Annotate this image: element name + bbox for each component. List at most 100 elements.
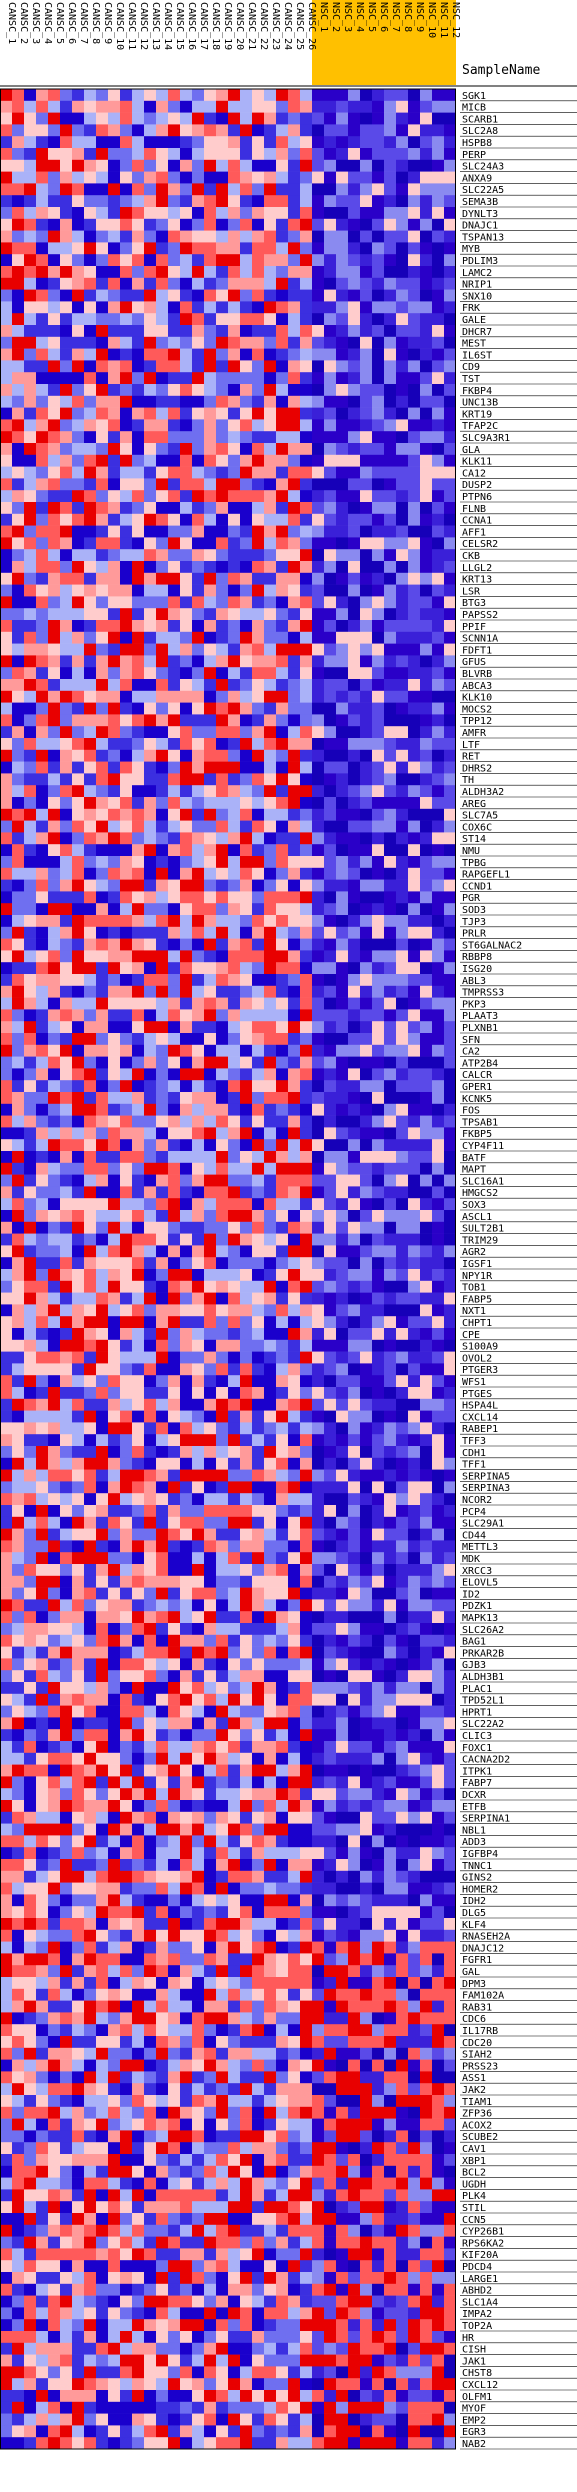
heatmap-cell [192,750,204,762]
heatmap-cell [324,372,336,384]
heatmap-cell [216,1352,228,1364]
heatmap-cell [324,762,336,774]
heatmap-cell [336,1375,348,1387]
heatmap-cell [264,1222,276,1234]
heatmap-cell [276,856,288,868]
heatmap-cell [24,726,36,738]
heatmap-cell [156,632,168,644]
heatmap-cell [348,1446,360,1458]
heatmap-cell [396,1092,408,1104]
heatmap-cell [0,644,12,656]
heatmap-cell [360,231,372,243]
heatmap-cell [312,1493,324,1505]
heatmap-cell [324,1104,336,1116]
heatmap-cell [420,1116,432,1128]
heatmap-cell [204,1210,216,1222]
heatmap-cell [36,903,48,915]
heatmap-cell [324,1352,336,1364]
heatmap-cell [336,939,348,951]
heatmap-cell [36,797,48,809]
heatmap-cell [96,1033,108,1045]
heatmap-cell [228,1316,240,1328]
heatmap-cell [240,172,252,184]
heatmap-cell [0,1234,12,1246]
heatmap-cell [240,1021,252,1033]
heatmap-cell [324,1446,336,1458]
heatmap-cell [240,1163,252,1175]
heatmap-cell [168,880,180,892]
heatmap-cell [324,101,336,113]
heatmap-cell [0,1033,12,1045]
heatmap-cell [276,1340,288,1352]
heatmap-cell [228,1399,240,1411]
heatmap-cell [300,726,312,738]
heatmap-cell [216,1127,228,1139]
heatmap-cell [72,1104,84,1116]
heatmap-cell [312,1293,324,1305]
heatmap-cell [252,502,264,514]
heatmap-cell [0,714,12,726]
heatmap-cell [336,903,348,915]
heatmap-cell [324,1316,336,1328]
heatmap-cell [372,750,384,762]
heatmap-cell [120,478,132,490]
heatmap-cell [216,1481,228,1493]
heatmap-cell [276,585,288,597]
heatmap-cell [72,537,84,549]
heatmap-cell [168,1175,180,1187]
heatmap-cell [420,1068,432,1080]
heatmap-cell [264,1540,276,1552]
heatmap-cell [48,1092,60,1104]
heatmap-cell [324,1045,336,1057]
heatmap-cell [396,301,408,313]
heatmap-cell [156,1411,168,1423]
heatmap-cell [24,1045,36,1057]
heatmap-cell [372,691,384,703]
heatmap-cell [384,950,396,962]
heatmap-cell [276,231,288,243]
heatmap-cell [60,1009,72,1021]
heatmap-cell [312,207,324,219]
heatmap-cell [408,939,420,951]
heatmap-cell [204,880,216,892]
heatmap-cell [228,986,240,998]
heatmap-cell [120,1564,132,1576]
heatmap-cell [36,962,48,974]
heatmap-cell [420,1517,432,1529]
heatmap-cell [204,1434,216,1446]
column-label: CANSC_24 [282,2,293,50]
heatmap-cell [264,856,276,868]
heatmap-cell [216,113,228,125]
heatmap-cell [0,655,12,667]
heatmap-cell [396,632,408,644]
heatmap-cell [12,691,24,703]
heatmap-cell [408,1163,420,1175]
heatmap-cell [24,1540,36,1552]
heatmap-cell [60,797,72,809]
heatmap-cell [228,396,240,408]
heatmap-cell [120,1033,132,1045]
heatmap-cell [300,809,312,821]
heatmap-cell [348,939,360,951]
heatmap-cell [432,927,444,939]
heatmap-cell [240,1576,252,1588]
heatmap-cell [228,797,240,809]
heatmap-cell [288,667,300,679]
heatmap-cell [84,962,96,974]
heatmap-cell [144,620,156,632]
heatmap-cell [216,1092,228,1104]
heatmap-cell [228,915,240,927]
heatmap-cell [384,1281,396,1293]
heatmap-cell [300,1080,312,1092]
heatmap-cell [228,313,240,325]
heatmap-cell [324,1257,336,1269]
heatmap-cell [408,408,420,420]
heatmap-cell [72,313,84,325]
heatmap-cell [420,703,432,715]
heatmap-cell [300,384,312,396]
heatmap-cell [192,278,204,290]
heatmap-cell [384,526,396,538]
heatmap-cell [192,1505,204,1517]
heatmap-cell [432,172,444,184]
heatmap-cell [324,266,336,278]
